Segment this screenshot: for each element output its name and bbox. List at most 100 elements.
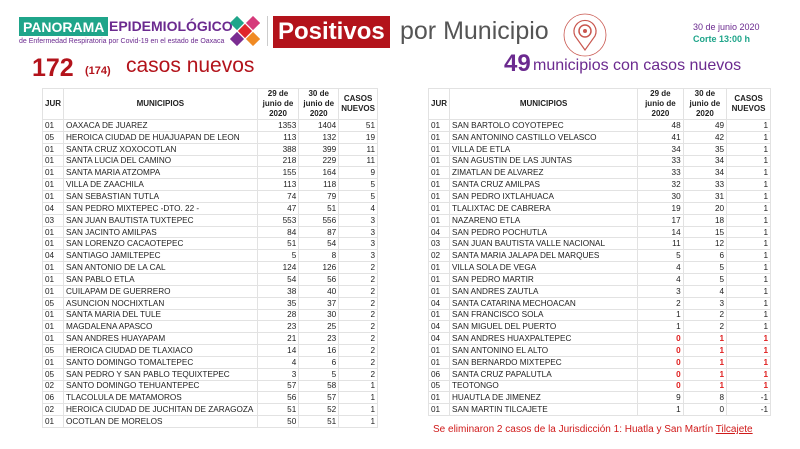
table-row: 01 SANTA CRUZ AMILPAS 32 33 1 — [427, 178, 771, 192]
table-row: 04 SANTIAGO JAMILTEPEC 5 8 3 — [41, 249, 378, 263]
table-row: 06 SANTA CRUZ PAPALUTLA 0 1 1 — [427, 367, 771, 381]
note-text: Se eliminaron 2 casos de la Jurisdicción… — [433, 424, 716, 435]
table-row: 01 SAN PEDRO MARTIR 4 5 1 — [427, 272, 771, 286]
cases-jun30-cell: 16 — [298, 344, 340, 357]
municipio-cell: OAXACA DE JUAREZ — [63, 119, 258, 132]
table-row: 02 HEROICA CIUDAD DE JUCHITAN DE ZARAGOZA… — [41, 403, 378, 417]
jur-cell: 04 — [41, 249, 65, 263]
jur-cell: 01 — [427, 190, 451, 203]
cases-jun30-cell: 5 — [682, 272, 728, 286]
jur-cell: 01 — [41, 415, 65, 428]
table-row: 01 VILLA DE ZAACHILA 113 118 5 — [41, 178, 378, 192]
cases-jun30-cell: 8 — [298, 249, 340, 263]
new-cases-cell: 2 — [338, 284, 378, 298]
jur-cell: 01 — [41, 272, 65, 286]
new-cases-cell: 1 — [726, 261, 771, 274]
jur-cell: 02 — [41, 403, 65, 417]
municipio-cell: SAN BERNARDO MIXTEPEC — [449, 355, 639, 369]
new-cases-cell: 1 — [726, 320, 771, 334]
cases-jun30-cell: 1404 — [298, 119, 340, 132]
municipio-cell: SANTA CRUZ XOXOCOTLAN — [63, 142, 258, 156]
municipio-cell: ZIMATLAN DE ALVAREZ — [449, 166, 639, 180]
cases-jun29-cell: 5 — [256, 249, 300, 263]
new-cases-count: 172 — [32, 54, 74, 82]
cases-jun30-cell: 58 — [298, 379, 340, 393]
new-cases-cell: 1 — [726, 308, 771, 322]
municipio-cell: SAN AGUSTIN DE LAS JUNTAS — [449, 154, 639, 168]
new-cases-cell: 1 — [726, 272, 771, 286]
municipio-cell: SANTA LUCIA DEL CAMINO — [63, 154, 258, 168]
cases-jun30-cell: 556 — [298, 213, 340, 227]
new-cases-cell: 2 — [338, 296, 378, 310]
table-row: 01 OCOTLAN DE MORELOS 50 51 1 — [41, 415, 378, 428]
cases-jun29-cell: 56 — [256, 391, 300, 405]
municipio-cell: TLACOLULA DE MATAMOROS — [63, 391, 258, 405]
new-cases-cell: 3 — [338, 213, 378, 227]
cases-jun30-cell: 1 — [682, 355, 728, 369]
municipio-cell: HEROICA CIUDAD DE HUAJUAPAN DE LEON — [63, 130, 258, 144]
new-cases-cell: 1 — [726, 296, 771, 310]
cases-jun30-cell: 25 — [298, 320, 340, 334]
brand-epidemiologico: EPIDEMIOLÓGICO — [109, 18, 233, 34]
municipio-cell: SANTA CRUZ AMILPAS — [449, 178, 639, 192]
cases-jun29-cell: 1 — [637, 308, 684, 322]
jur-cell: 04 — [41, 201, 65, 215]
cases-jun30-cell: 1 — [682, 379, 728, 393]
cases-jun29-cell: 51 — [256, 403, 300, 417]
table-row: 03 SAN JUAN BAUTISTA VALLE NACIONAL 11 12 1 — [427, 237, 771, 251]
new-cases-cell: 11 — [338, 154, 378, 168]
jur-cell: 01 — [41, 284, 65, 298]
new-cases-cell: 1 — [726, 237, 771, 251]
cases-jun29-cell: 54 — [256, 272, 300, 286]
table-row: 04 SAN MIGUEL DEL PUERTO 1 2 1 — [427, 320, 771, 334]
cases-jun29-cell: 113 — [256, 178, 300, 192]
cases-jun30-cell: 118 — [298, 178, 340, 192]
jur-cell: 01 — [427, 178, 451, 192]
page-title: por Municipio — [400, 17, 549, 45]
column-header: 29 de junio de 2020 — [637, 88, 684, 120]
table-row: 01 TLALIXTAC DE CABRERA 19 20 1 — [427, 201, 771, 215]
municipio-cell: SAN ANDRES HUAXPALTEPEC — [449, 332, 639, 346]
table-row: 01 SAN LORENZO CACAOTEPEC 51 54 3 — [41, 237, 378, 251]
new-cases-cell: -1 — [726, 403, 771, 417]
jur-cell: 05 — [427, 379, 451, 393]
cases-jun29-cell: 3 — [256, 367, 300, 381]
new-cases-cell: 1 — [726, 225, 771, 239]
new-cases-cell: 1 — [338, 415, 378, 428]
table-row: 04 SAN PEDRO MIXTEPEC -DTO. 22 -47 51 4 — [41, 201, 378, 215]
table-row: 01 SANTO DOMINGO TOMALTEPEC 4 6 2 — [41, 355, 378, 369]
cutoff-time: Corte 13:00 h — [693, 34, 751, 44]
cases-jun29-cell: 30 — [637, 190, 684, 203]
municipio-cell: VILLA DE ETLA — [449, 142, 639, 156]
new-cases-cell: 1 — [726, 332, 771, 346]
new-cases-cell: 3 — [338, 237, 378, 251]
cases-jun30-cell: 18 — [682, 213, 728, 227]
table-row: 01 SAN AGUSTIN DE LAS JUNTAS 33 34 1 — [427, 154, 771, 168]
municipio-cell: SAN ANTONINO CASTILLO VELASCO — [449, 130, 639, 144]
cases-jun30-cell: 33 — [682, 178, 728, 192]
cases-jun30-cell: 79 — [298, 190, 340, 203]
municipio-cell: HUAUTLA DE JIMENEZ — [449, 391, 639, 405]
column-header: JUR — [427, 88, 451, 120]
cases-jun30-cell: 42 — [682, 130, 728, 144]
jur-cell: 01 — [41, 237, 65, 251]
new-cases-cell: 1 — [726, 344, 771, 357]
cases-jun29-cell: 124 — [256, 261, 300, 274]
cases-jun29-cell: 2 — [637, 296, 684, 310]
cases-jun30-cell: 20 — [682, 201, 728, 215]
table-row: 04 SAN PEDRO POCHUTLA 14 15 1 — [427, 225, 771, 239]
cases-jun29-cell: 0 — [637, 355, 684, 369]
table-row: 05 HEROICA CIUDAD DE HUAJUAPAN DE LEON 113… — [41, 130, 378, 144]
table-row: 01 HUAUTLA DE JIMENEZ 9 8 -1 — [427, 391, 771, 405]
cases-jun29-cell: 84 — [256, 225, 300, 239]
new-cases-cell: 2 — [338, 344, 378, 357]
new-cases-cell: 2 — [338, 320, 378, 334]
jur-cell: 01 — [427, 213, 451, 227]
new-cases-cell: 11 — [338, 142, 378, 156]
municipio-cell: VILLA SOLA DE VEGA — [449, 261, 639, 274]
jur-cell: 01 — [427, 142, 451, 156]
cases-jun30-cell: 6 — [298, 355, 340, 369]
cases-jun30-cell: 23 — [298, 332, 340, 346]
cases-jun29-cell: 113 — [256, 130, 300, 144]
jur-cell: 01 — [427, 344, 451, 357]
